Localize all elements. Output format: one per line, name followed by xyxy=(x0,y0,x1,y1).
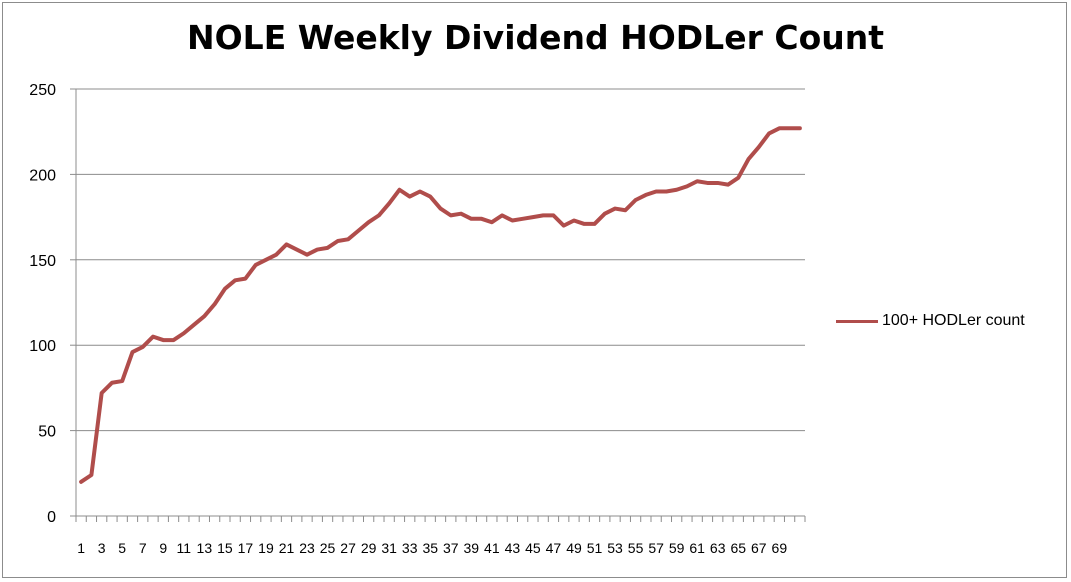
x-tick-label: 39 xyxy=(464,540,480,556)
x-tick-label: 25 xyxy=(320,540,336,556)
y-tick-labels: 0 50 100 150 200 250 xyxy=(29,82,56,526)
x-tick-label: 61 xyxy=(689,540,705,556)
gridlines xyxy=(76,88,805,432)
x-tick-label: 21 xyxy=(279,540,295,556)
legend: 100+ HODLer count xyxy=(836,312,1025,330)
x-tick-label: 3 xyxy=(98,540,106,556)
x-tick-label: 15 xyxy=(217,540,233,556)
x-tick-label: 43 xyxy=(505,540,521,556)
x-tick-label: 53 xyxy=(607,540,623,556)
x-tick-label: 23 xyxy=(299,540,315,556)
x-tick-label: 35 xyxy=(422,540,438,556)
legend-label: 100+ HODLer count xyxy=(882,312,1025,329)
x-tick-label: 49 xyxy=(566,540,582,556)
x-tick-label: 47 xyxy=(546,540,562,556)
x-tick-label: 9 xyxy=(159,540,167,556)
x-tick-label: 27 xyxy=(340,540,356,556)
x-tick-label: 13 xyxy=(197,540,213,556)
x-tick-label: 1 xyxy=(77,540,85,556)
y-tick-label: 200 xyxy=(29,167,56,184)
x-tick-label: 59 xyxy=(669,540,685,556)
x-tick-label: 63 xyxy=(710,540,726,556)
y-tick-label: 100 xyxy=(29,338,56,355)
x-tick-label: 29 xyxy=(361,540,377,556)
x-tick-label: 55 xyxy=(628,540,644,556)
y-tick-label: 150 xyxy=(29,253,56,270)
x-tick-label: 11 xyxy=(177,540,192,556)
x-tick-label: 41 xyxy=(484,540,500,556)
x-tick-label: 19 xyxy=(258,540,274,556)
series-line-0 xyxy=(79,126,802,484)
y-tick-label: 0 xyxy=(47,509,56,526)
x-tick-label: 33 xyxy=(402,540,418,556)
x-tick-label: 17 xyxy=(238,540,254,556)
x-tick-label: 37 xyxy=(443,540,459,556)
y-tick-label: 250 xyxy=(29,82,56,99)
legend-swatch xyxy=(836,319,878,323)
x-tick-label: 31 xyxy=(381,540,397,556)
axes xyxy=(70,88,806,522)
chart-title: NOLE Weekly Dividend HODLer Count xyxy=(187,18,884,57)
x-tick-label: 57 xyxy=(648,540,664,556)
x-tick-label: 69 xyxy=(772,540,788,556)
x-tick-label: 5 xyxy=(118,540,126,556)
x-tick-label: 7 xyxy=(139,540,147,556)
y-tick-label: 50 xyxy=(38,424,56,441)
x-tick-label: 51 xyxy=(587,540,603,556)
series-lines xyxy=(79,126,802,484)
x-tick-label: 65 xyxy=(730,540,746,556)
x-tick-label: 45 xyxy=(525,540,541,556)
x-tick-label: 67 xyxy=(751,540,767,556)
x-tick-labels: 1 3 5 7 9 11 13 15 17 19 21 23 25 27 29 31 33 35 37 39 41 43 4… xyxy=(77,540,787,556)
